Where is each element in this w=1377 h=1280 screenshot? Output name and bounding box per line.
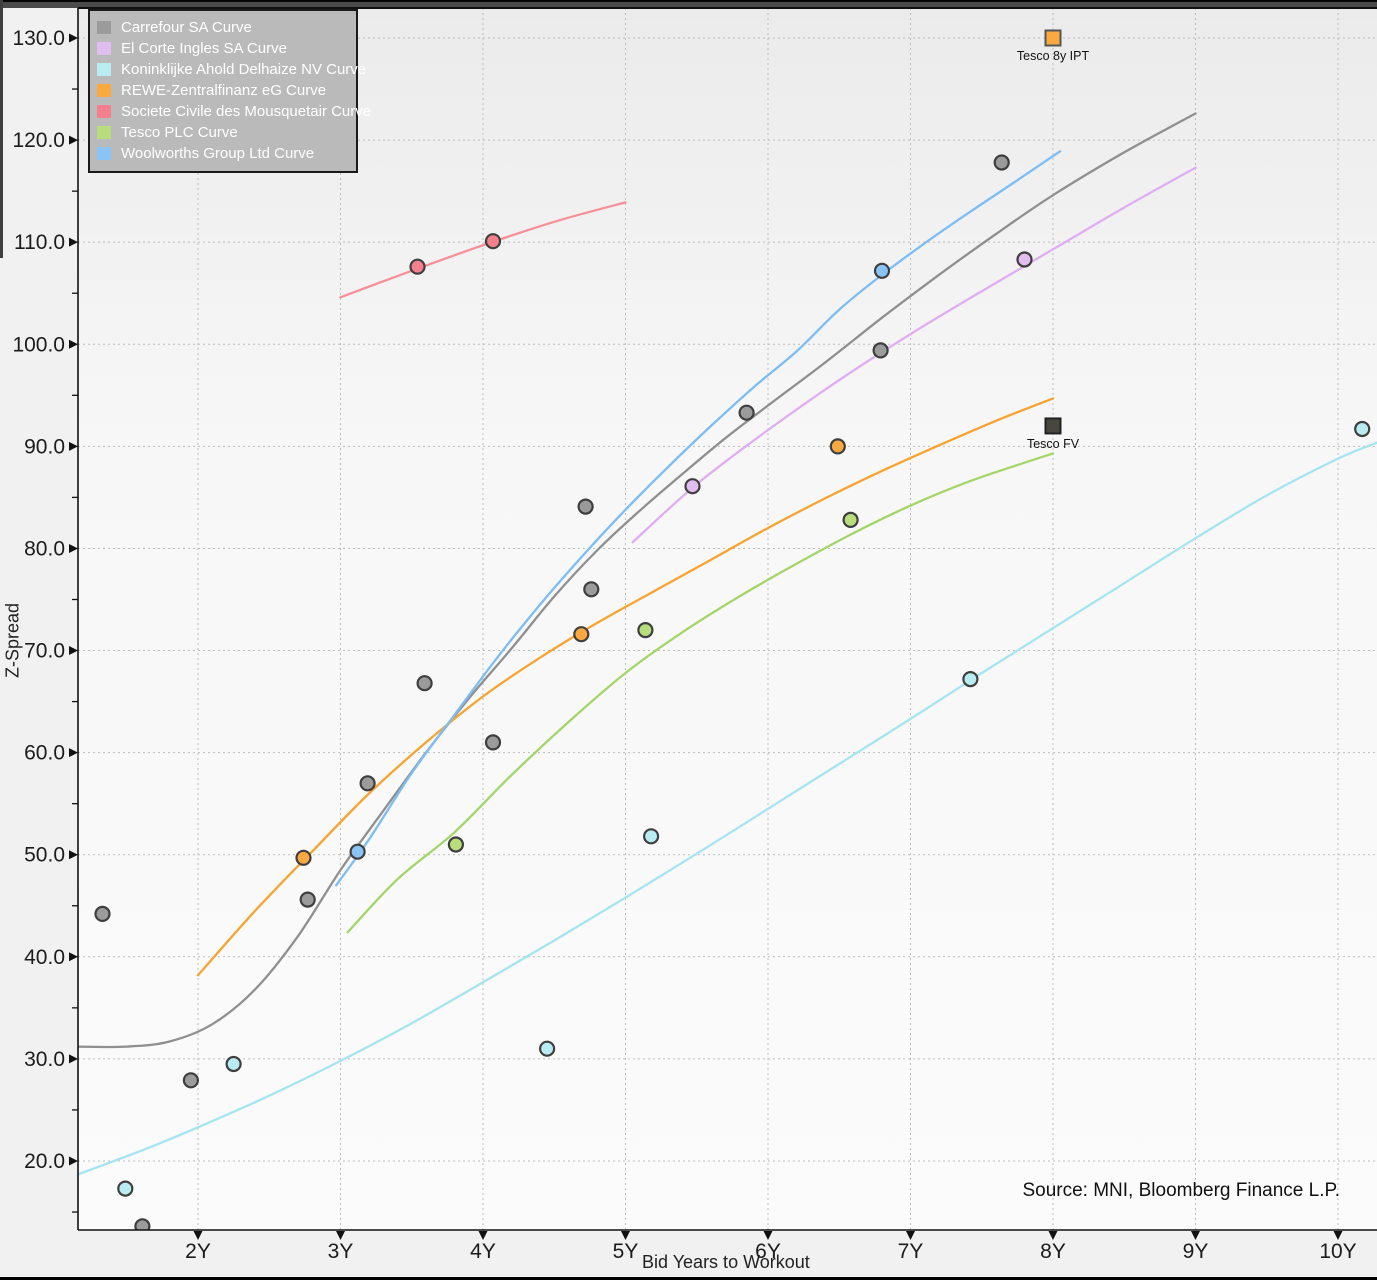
legend-item-rewe-zentralfinanz-eg-curve[interactable]: REWE-Zentralfinanz eG Curve xyxy=(97,80,349,101)
curve-societe-civile-des-mousquetair-curve xyxy=(339,201,627,299)
point-carrefour-sa-curve-10[interactable] xyxy=(872,342,889,359)
x-axis-title: Bid Years to Workout xyxy=(642,1252,810,1272)
curve-carrefour-sa-curve xyxy=(78,112,1197,1049)
x-axis-ticks: 2Y 3Y 4Y 5Y 6Y 7Y 8Y 9Y 10Y xyxy=(185,1231,1357,1263)
svg-text:70.0: 70.0 xyxy=(24,640,65,663)
svg-text:4Y: 4Y xyxy=(470,1240,496,1263)
point-koninklijke-ahold-delhaize-nv-curve-4[interactable] xyxy=(962,670,979,688)
svg-text:60.0: 60.0 xyxy=(24,742,65,765)
point-koninklijke-ahold-delhaize-nv-curve-2[interactable] xyxy=(538,1040,556,1057)
point-el-corte-ingles-sa-curve-0[interactable] xyxy=(684,478,701,495)
legend-item-koninklijke-ahold-delhaize-nv-curve[interactable]: Koninklijke Ahold Delhaize NV Curve xyxy=(97,59,366,80)
point-carrefour-sa-curve-1[interactable] xyxy=(134,1218,151,1233)
point-carrefour-sa-curve-8[interactable] xyxy=(583,581,600,598)
svg-text:80.0: 80.0 xyxy=(24,537,65,560)
legend-swatch-icon xyxy=(97,105,111,118)
annotation-label-tesco-fv: Tesco FV xyxy=(1027,437,1080,451)
point-tesco-plc-curve-0[interactable] xyxy=(447,836,464,853)
point-koninklijke-ahold-delhaize-nv-curve-5[interactable] xyxy=(1354,420,1371,438)
legend-item-carrefour-sa-curve[interactable]: Carrefour SA Curve xyxy=(97,17,349,38)
annotation-label-tesco-8y-ipt: Tesco 8y IPT xyxy=(1017,49,1090,63)
svg-text:2Y: 2Y xyxy=(185,1240,211,1263)
legend-swatch-icon xyxy=(97,42,111,55)
point-carrefour-sa-curve-3[interactable] xyxy=(299,891,316,908)
series-curves xyxy=(78,112,1377,1176)
curve-rewe-zentralfinanz-eg-curve xyxy=(196,397,1055,977)
point-koninklijke-ahold-delhaize-nv-curve-1[interactable] xyxy=(225,1055,242,1073)
svg-text:130.0: 130.0 xyxy=(12,27,65,50)
point-carrefour-sa-curve-2[interactable] xyxy=(182,1072,199,1089)
point-woolworths-group-ltd-curve-0[interactable] xyxy=(349,843,366,860)
svg-text:40.0: 40.0 xyxy=(24,946,65,969)
svg-text:8Y: 8Y xyxy=(1040,1240,1066,1263)
svg-text:3Y: 3Y xyxy=(328,1240,354,1263)
point-rewe-zentralfinanz-eg-curve-1[interactable] xyxy=(573,626,590,643)
svg-text:6Y: 6Y xyxy=(755,1240,781,1263)
legend-item-label: Koninklijke Ahold Delhaize NV Curve xyxy=(121,61,367,78)
point-koninklijke-ahold-delhaize-nv-curve-3[interactable] xyxy=(642,828,660,845)
svg-text:20.0: 20.0 xyxy=(24,1150,65,1173)
point-societe-civile-des-mousquetair-curve-0[interactable] xyxy=(409,258,426,275)
svg-text:50.0: 50.0 xyxy=(24,844,65,867)
point-societe-civile-des-mousquetair-curve-1[interactable] xyxy=(484,233,502,250)
legend-swatch-icon xyxy=(97,126,111,139)
curve-woolworths-group-ltd-curve xyxy=(335,150,1062,887)
legend-swatch-icon xyxy=(97,84,111,97)
point-carrefour-sa-curve-7[interactable] xyxy=(577,498,594,515)
point-carrefour-sa-curve-11[interactable] xyxy=(993,154,1010,171)
legend-item-label: El Corte Ingles SA Curve xyxy=(121,40,287,57)
point-tesco-plc-curve-2[interactable] xyxy=(842,511,859,529)
legend-item-label: Tesco PLC Curve xyxy=(121,124,238,141)
point-rewe-zentralfinanz-eg-curve-2[interactable] xyxy=(829,438,846,455)
point-el-corte-ingles-sa-curve-1[interactable] xyxy=(1016,251,1033,268)
legend-swatch-icon xyxy=(97,147,111,160)
svg-text:110.0: 110.0 xyxy=(14,231,65,254)
point-tesco-plc-curve-1[interactable] xyxy=(637,621,654,639)
window-top-edge xyxy=(0,0,1377,8)
window-bottom-edge xyxy=(0,1277,1377,1280)
svg-text:100.0: 100.0 xyxy=(12,333,65,356)
curve-el-corte-ingles-sa-curve xyxy=(631,166,1197,544)
legend-item-woolworths-group-ltd-curve[interactable]: Woolworths Group Ltd Curve xyxy=(97,143,349,164)
y-axis-title: Z-Spread xyxy=(2,602,23,679)
legend-item-label: Societe Civile des Mousquetair Curve xyxy=(121,103,372,120)
legend: Carrefour SA Curve El Corte Ingles SA Cur… xyxy=(88,9,371,173)
legend-item-societe-civile-des-mousquetair-curve[interactable]: Societe Civile des Mousquetair Curve xyxy=(97,101,371,122)
point-rewe-zentralfinanz-eg-curve-0[interactable] xyxy=(295,849,312,866)
svg-text:30.0: 30.0 xyxy=(24,1048,65,1071)
annotation-tesco-8y-ipt: Tesco 8y IPT xyxy=(1017,29,1090,63)
annotation-tesco-fv: Tesco FV xyxy=(1027,417,1080,451)
curve-tesco-plc-curve xyxy=(346,452,1055,934)
legend-item-tesco-plc-curve[interactable]: Tesco PLC Curve xyxy=(97,122,349,143)
svg-text:90.0: 90.0 xyxy=(24,435,65,458)
annotation-marker-tesco-8y-ipt[interactable] xyxy=(1044,29,1062,47)
svg-text:10Y: 10Y xyxy=(1319,1240,1356,1263)
legend-item-label: REWE-Zentralfinanz eG Curve xyxy=(121,82,327,99)
legend-item-label: Carrefour SA Curve xyxy=(121,19,252,36)
window-left-edge xyxy=(0,0,3,258)
annotation-marker-tesco-fv[interactable] xyxy=(1044,417,1062,435)
curve-koninklijke-ahold-delhaize-nv-curve xyxy=(78,441,1377,1176)
legend-item-label: Woolworths Group Ltd Curve xyxy=(121,145,315,162)
point-carrefour-sa-curve-0[interactable] xyxy=(94,905,111,923)
svg-text:9Y: 9Y xyxy=(1183,1240,1209,1263)
svg-text:5Y: 5Y xyxy=(613,1240,639,1263)
plot-area xyxy=(78,8,1377,1230)
legend-item-el-corte-ingles-sa-curve[interactable]: El Corte Ingles SA Curve xyxy=(97,38,349,59)
y-axis-ticks: 20.0 30.0 40.0 50.0 60.0 70.0 80.0 90.0 100.0 110… xyxy=(12,27,78,1213)
gridlines xyxy=(78,8,1377,1230)
legend-swatch-icon xyxy=(97,63,111,76)
legend-swatch-icon xyxy=(97,21,111,34)
point-koninklijke-ahold-delhaize-nv-curve-0[interactable] xyxy=(117,1180,134,1197)
series-points xyxy=(94,154,1371,1233)
svg-text:7Y: 7Y xyxy=(898,1240,924,1263)
point-carrefour-sa-curve-9[interactable] xyxy=(738,404,755,421)
point-carrefour-sa-curve-6[interactable] xyxy=(484,734,502,751)
point-carrefour-sa-curve-5[interactable] xyxy=(416,675,433,692)
point-woolworths-group-ltd-curve-1[interactable] xyxy=(873,262,891,279)
source-attribution: Source: MNI, Bloomberg Finance L.P. xyxy=(1022,1180,1340,1201)
svg-text:120.0: 120.0 xyxy=(12,129,65,152)
point-carrefour-sa-curve-4[interactable] xyxy=(359,775,376,792)
